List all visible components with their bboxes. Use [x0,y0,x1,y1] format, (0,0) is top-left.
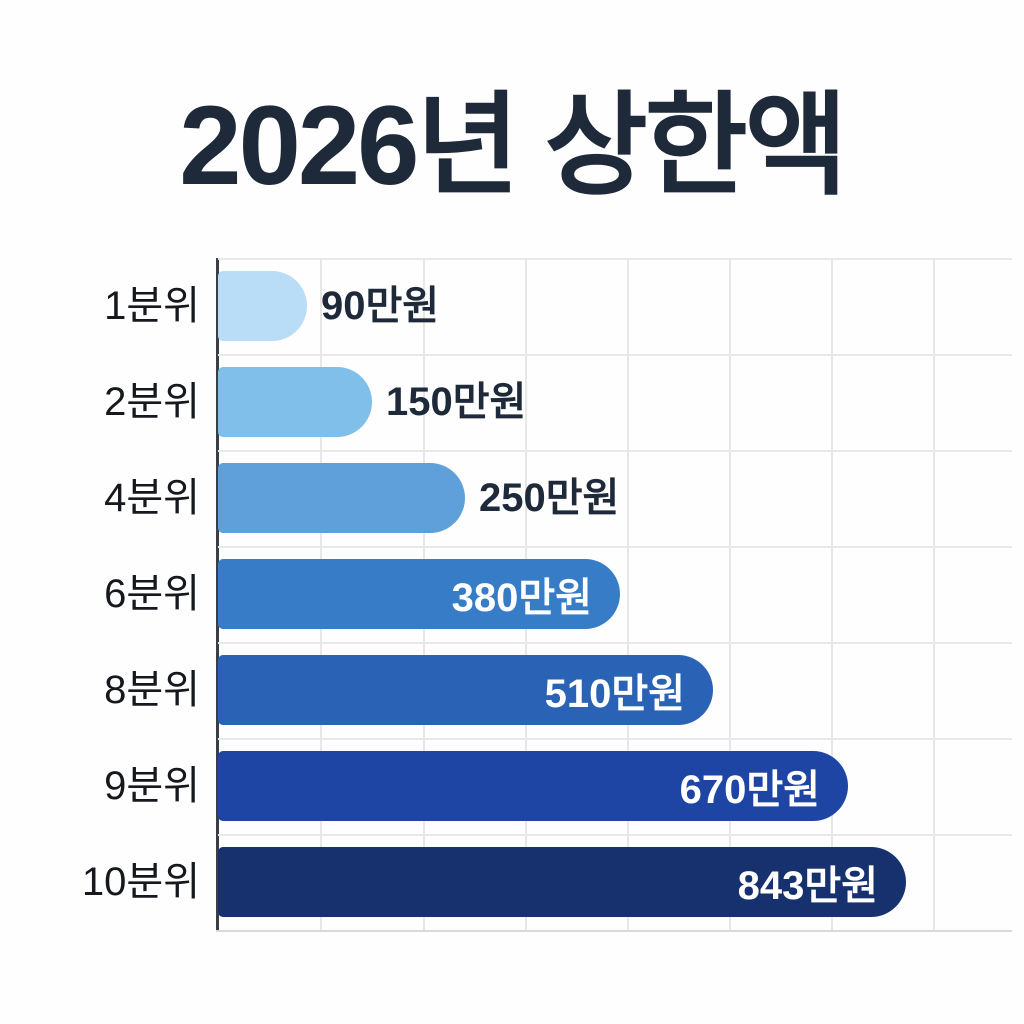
gridline-vertical [831,258,833,930]
bar-row: 8분위 510만원 [0,642,1024,738]
bar-row: 4분위 250만원 [0,450,1024,546]
category-label: 4분위 [104,476,200,520]
x-axis-baseline [216,930,1012,932]
bar-row: 9분위 670만원 [0,738,1024,834]
gridline-horizontal [218,450,1012,452]
category-label: 8분위 [104,668,200,712]
value-label: 380만원 [451,576,592,620]
gridline-horizontal [218,354,1012,356]
value-label: 843만원 [737,864,878,908]
bar: 510만원 [218,655,713,725]
gridline-horizontal [218,834,1012,836]
chart-title: 2026년 상한액 [179,83,847,208]
y-axis-line [216,258,219,932]
bar [218,463,465,533]
gridline-horizontal [218,546,1012,548]
value-label: 90만원 [321,284,440,328]
bar: 670만원 [218,751,848,821]
category-label: 6분위 [104,572,200,616]
category-label: 1분위 [104,284,200,328]
gridline-vertical [729,258,731,930]
bar-row: 6분위 380만원 [0,546,1024,642]
gridline-vertical [933,258,935,930]
bar: 843만원 [218,847,906,917]
bar: 380만원 [218,559,620,629]
category-label: 9분위 [104,764,200,808]
bar-row: 2분위 150만원 [0,354,1024,450]
gridline-vertical [627,258,629,930]
bar-row: 10분위 843만원 [0,834,1024,930]
category-label: 2분위 [104,380,200,424]
value-label: 670만원 [679,768,820,812]
value-label: 510만원 [544,672,685,716]
gridline-horizontal [218,258,1012,260]
gridline-horizontal [218,738,1012,740]
bar-chart: 1분위 90만원 2분위 150만원 4분위 250만원 6분위 380만원 8… [0,258,1024,932]
bar-row: 1분위 90만원 [0,258,1024,354]
bar [218,367,372,437]
category-label: 10분위 [81,860,200,904]
value-label: 150만원 [386,380,527,424]
gridline-horizontal [218,642,1012,644]
bar [218,271,307,341]
value-label: 250만원 [479,476,620,520]
